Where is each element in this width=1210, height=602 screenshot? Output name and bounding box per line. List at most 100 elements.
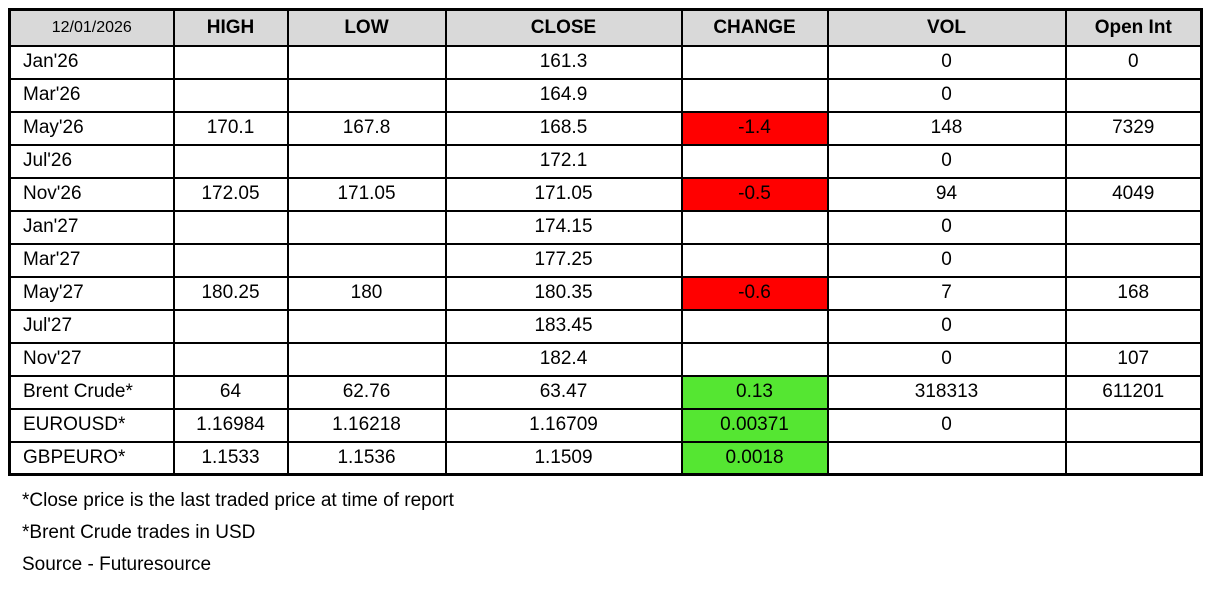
cell-low bbox=[286, 308, 447, 344]
cell-vol: 0 bbox=[826, 407, 1067, 443]
cell-vol: 0 bbox=[826, 143, 1067, 179]
cell-close: 1.1509 bbox=[444, 440, 683, 476]
cell-close: 161.3 bbox=[444, 44, 683, 80]
cell-vol: 0 bbox=[826, 308, 1067, 344]
cell-close: 168.5 bbox=[444, 110, 683, 146]
contract-label: Jul'26 bbox=[8, 143, 175, 179]
header-change: CHANGE bbox=[680, 8, 829, 47]
cell-open-int bbox=[1064, 77, 1203, 113]
cell-high bbox=[172, 242, 289, 278]
cell-high bbox=[172, 209, 289, 245]
cell-change bbox=[680, 209, 829, 245]
table-row: EUROUSD* 1.16984 1.16218 1.16709 0.00371… bbox=[8, 407, 1203, 443]
contract-label: Jan'27 bbox=[8, 209, 175, 245]
cell-low bbox=[286, 77, 447, 113]
contract-label: Jan'26 bbox=[8, 44, 175, 80]
cell-vol: 7 bbox=[826, 275, 1067, 311]
cell-low bbox=[286, 341, 447, 377]
cell-change: -0.6 bbox=[680, 275, 829, 311]
cell-high: 1.1533 bbox=[172, 440, 289, 476]
cell-vol: 318313 bbox=[826, 374, 1067, 410]
report-date: 12/01/2026 bbox=[8, 8, 175, 47]
table-row: May'26 170.1 167.8 168.5 -1.4 148 7329 bbox=[8, 110, 1203, 146]
cell-open-int bbox=[1064, 440, 1203, 476]
table-row: Mar'27 177.25 0 bbox=[8, 242, 1203, 278]
cell-high: 64 bbox=[172, 374, 289, 410]
cell-change: -1.4 bbox=[680, 110, 829, 146]
contract-label: Brent Crude* bbox=[8, 374, 175, 410]
contract-label: Mar'26 bbox=[8, 77, 175, 113]
cell-high bbox=[172, 77, 289, 113]
cell-low: 167.8 bbox=[286, 110, 447, 146]
cell-low bbox=[286, 242, 447, 278]
cell-low: 1.16218 bbox=[286, 407, 447, 443]
cell-change: -0.5 bbox=[680, 176, 829, 212]
cell-high: 170.1 bbox=[172, 110, 289, 146]
table-row: May'27 180.25 180 180.35 -0.6 7 168 bbox=[8, 275, 1203, 311]
table-row: Jan'27 174.15 0 bbox=[8, 209, 1203, 245]
cell-high: 172.05 bbox=[172, 176, 289, 212]
cell-open-int bbox=[1064, 242, 1203, 278]
cell-high: 1.16984 bbox=[172, 407, 289, 443]
cell-close: 182.4 bbox=[444, 341, 683, 377]
cell-close: 164.9 bbox=[444, 77, 683, 113]
table-body: Jan'26 161.3 0 0 Mar'26 164.9 0 May'26 1… bbox=[8, 44, 1203, 476]
cell-change: 0.0018 bbox=[680, 440, 829, 476]
cell-change: 0.00371 bbox=[680, 407, 829, 443]
contract-label: Nov'26 bbox=[8, 176, 175, 212]
table-header: 12/01/2026 HIGH LOW CLOSE CHANGE VOL Ope… bbox=[8, 8, 1203, 47]
cell-open-int bbox=[1064, 143, 1203, 179]
contract-label: Mar'27 bbox=[8, 242, 175, 278]
cell-close: 171.05 bbox=[444, 176, 683, 212]
cell-close: 174.15 bbox=[444, 209, 683, 245]
cell-low bbox=[286, 143, 447, 179]
header-vol: VOL bbox=[826, 8, 1067, 47]
contract-label: GBPEURO* bbox=[8, 440, 175, 476]
cell-high bbox=[172, 308, 289, 344]
cell-close: 172.1 bbox=[444, 143, 683, 179]
cell-low: 62.76 bbox=[286, 374, 447, 410]
cell-vol: 94 bbox=[826, 176, 1067, 212]
table-row: GBPEURO* 1.1533 1.1536 1.1509 0.0018 bbox=[8, 440, 1203, 476]
table-row: Jan'26 161.3 0 0 bbox=[8, 44, 1203, 80]
contract-label: May'26 bbox=[8, 110, 175, 146]
cell-vol: 0 bbox=[826, 341, 1067, 377]
header-low: LOW bbox=[286, 8, 447, 47]
cell-close: 1.16709 bbox=[444, 407, 683, 443]
table-row: Jul'27 183.45 0 bbox=[8, 308, 1203, 344]
cell-close: 63.47 bbox=[444, 374, 683, 410]
table-row: Brent Crude* 64 62.76 63.47 0.13 318313 … bbox=[8, 374, 1203, 410]
cell-high bbox=[172, 143, 289, 179]
table-row: Nov'27 182.4 0 107 bbox=[8, 341, 1203, 377]
contract-label: Nov'27 bbox=[8, 341, 175, 377]
cell-vol bbox=[826, 440, 1067, 476]
table-row: Mar'26 164.9 0 bbox=[8, 77, 1203, 113]
cell-vol: 0 bbox=[826, 44, 1067, 80]
cell-open-int bbox=[1064, 209, 1203, 245]
cell-change: 0.13 bbox=[680, 374, 829, 410]
cell-vol: 0 bbox=[826, 242, 1067, 278]
cell-open-int: 4049 bbox=[1064, 176, 1203, 212]
cell-change bbox=[680, 308, 829, 344]
cell-open-int bbox=[1064, 308, 1203, 344]
cell-open-int: 107 bbox=[1064, 341, 1203, 377]
footnotes: *Close price is the last traded price at… bbox=[8, 485, 1210, 581]
contract-label: Jul'27 bbox=[8, 308, 175, 344]
header-high: HIGH bbox=[172, 8, 289, 47]
cell-high: 180.25 bbox=[172, 275, 289, 311]
header-close: CLOSE bbox=[444, 8, 683, 47]
footnote-brent-usd: *Brent Crude trades in USD bbox=[22, 522, 256, 543]
table-row: Nov'26 172.05 171.05 171.05 -0.5 94 4049 bbox=[8, 176, 1203, 212]
cell-open-int: 168 bbox=[1064, 275, 1203, 311]
contract-label: EUROUSD* bbox=[8, 407, 175, 443]
cell-open-int bbox=[1064, 407, 1203, 443]
cell-low bbox=[286, 209, 447, 245]
cell-low: 180 bbox=[286, 275, 447, 311]
cell-close: 180.35 bbox=[444, 275, 683, 311]
cell-close: 183.45 bbox=[444, 308, 683, 344]
cell-change bbox=[680, 143, 829, 179]
cell-change bbox=[680, 341, 829, 377]
cell-high bbox=[172, 341, 289, 377]
footnote-source: Source - Futuresource bbox=[22, 554, 212, 575]
